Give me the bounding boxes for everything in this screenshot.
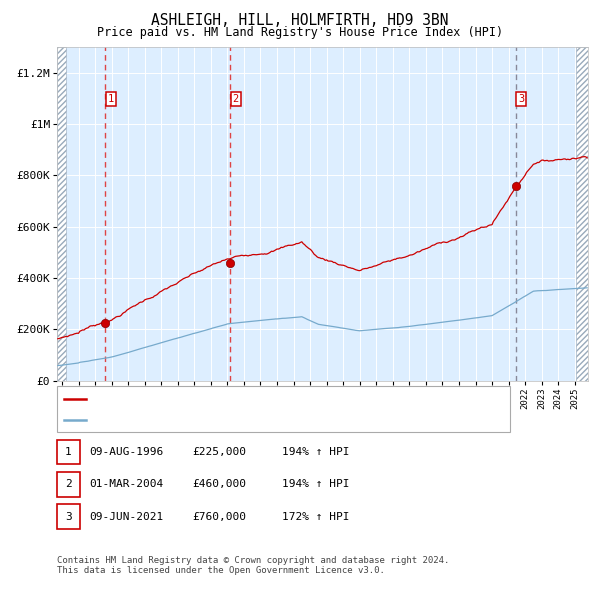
Text: ASHLEIGH, HILL, HOLMFIRTH, HD9 3BN: ASHLEIGH, HILL, HOLMFIRTH, HD9 3BN	[151, 13, 449, 28]
Bar	[57, 47, 66, 381]
Text: 3: 3	[518, 94, 524, 104]
Text: 1: 1	[65, 447, 72, 457]
Text: 172% ↑ HPI: 172% ↑ HPI	[282, 512, 349, 522]
Text: £760,000: £760,000	[192, 512, 246, 522]
Text: 01-MAR-2004: 01-MAR-2004	[89, 480, 163, 489]
Text: 2: 2	[65, 480, 72, 489]
Text: HPI: Average price, detached house, Kirklees: HPI: Average price, detached house, Kirk…	[88, 415, 352, 425]
Text: £225,000: £225,000	[192, 447, 246, 457]
Text: 09-JUN-2021: 09-JUN-2021	[89, 512, 163, 522]
Text: Price paid vs. HM Land Registry's House Price Index (HPI): Price paid vs. HM Land Registry's House …	[97, 26, 503, 39]
Text: 09-AUG-1996: 09-AUG-1996	[89, 447, 163, 457]
Text: ASHLEIGH, HILL, HOLMFIRTH, HD9 3BN (detached house): ASHLEIGH, HILL, HOLMFIRTH, HD9 3BN (deta…	[88, 394, 394, 404]
Text: 1: 1	[107, 94, 114, 104]
Text: Contains HM Land Registry data © Crown copyright and database right 2024.
This d: Contains HM Land Registry data © Crown c…	[57, 556, 449, 575]
Bar	[576, 47, 588, 381]
Text: 194% ↑ HPI: 194% ↑ HPI	[282, 480, 349, 489]
Text: 3: 3	[65, 512, 72, 522]
Text: 194% ↑ HPI: 194% ↑ HPI	[282, 447, 349, 457]
Text: 2: 2	[233, 94, 239, 104]
Text: £460,000: £460,000	[192, 480, 246, 489]
